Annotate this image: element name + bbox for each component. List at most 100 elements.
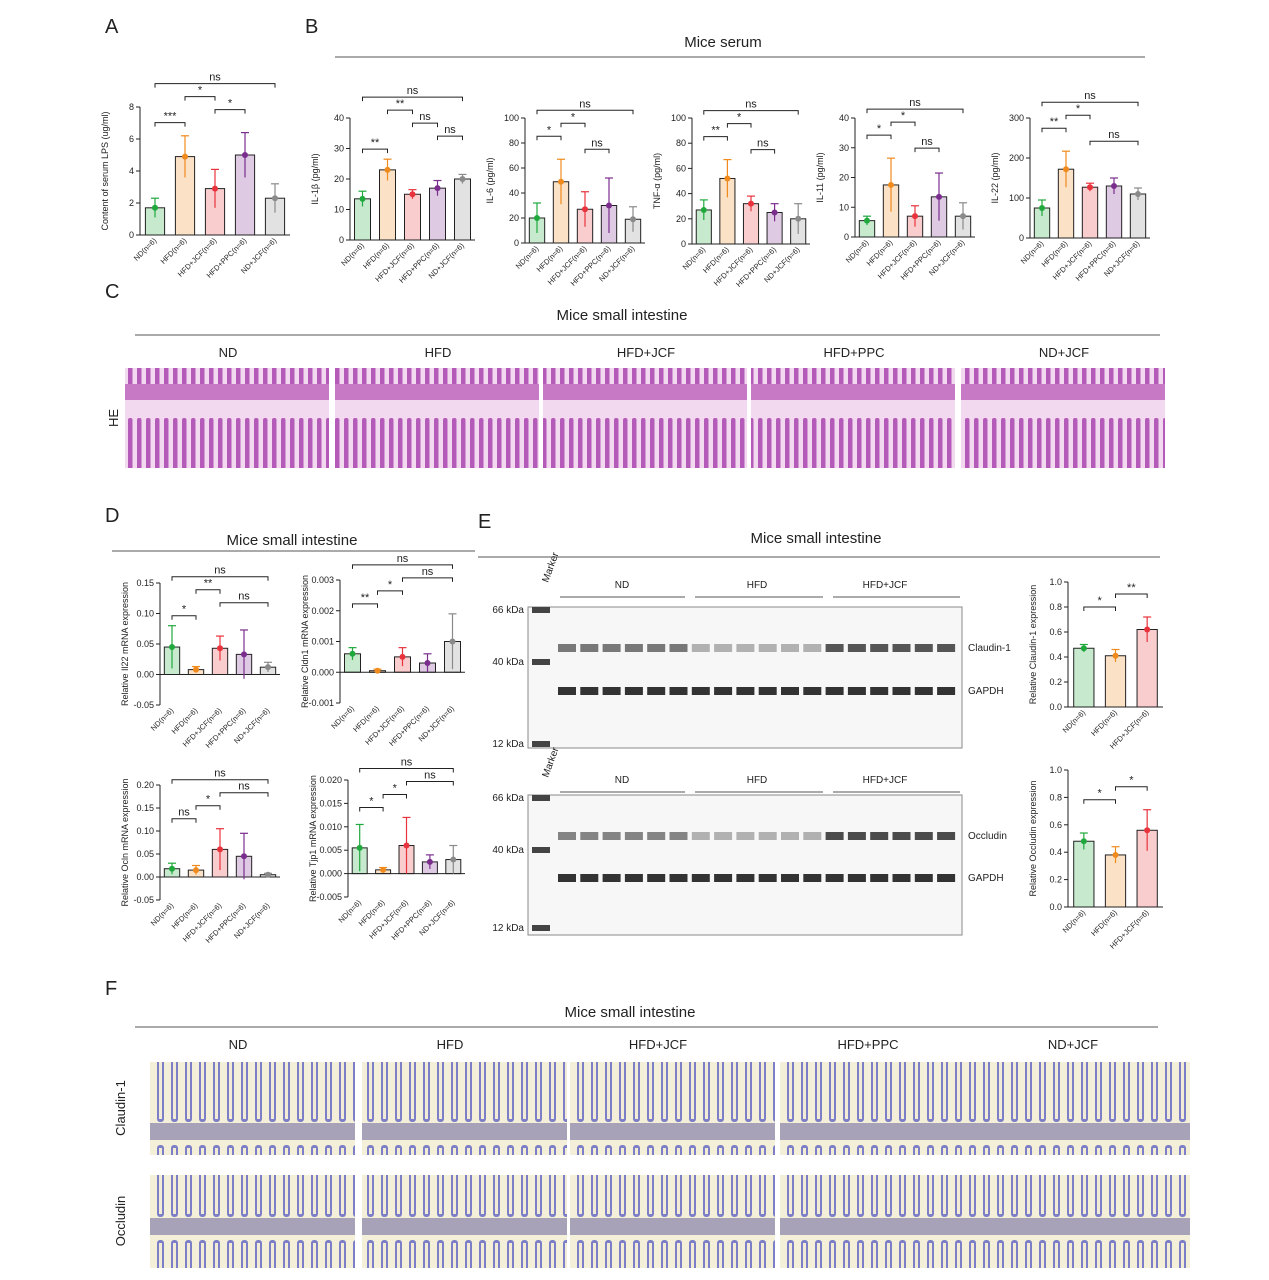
y-tick-label: 0 [514,238,519,248]
kda-label: 40 kDa [492,657,524,668]
significance-bracket [750,149,776,154]
mean-dot [434,185,441,192]
y-tick-label: 100 [671,113,686,123]
y-tick-label: 0.000 [319,869,342,879]
group-label: ND+JCF [1039,345,1089,360]
y-tick-label: 60 [509,163,519,173]
histology-image [543,368,747,468]
ihc-image [780,1062,985,1155]
marker-band [532,847,550,853]
y-tick-label: 200 [1009,153,1024,163]
histology-image [751,368,955,468]
y-tick-label: 0.002 [311,606,334,616]
y-tick-label: -0.05 [133,700,154,710]
group-label: ND [219,345,238,360]
section-title: Mice small intestine [557,307,688,324]
significance-bracket [584,148,610,154]
y-axis-label: Relative Cldn1 mRNA expression [300,575,310,708]
y-tick-label: 0 [129,230,134,240]
y-tick-label: 40 [839,113,849,123]
ihc-image [570,1062,775,1155]
group-label: HFD+JCF [629,1037,687,1052]
mean-dot [265,871,271,878]
mean-dot [1112,851,1119,858]
protein-band [914,832,933,840]
y-tick-label: 0.001 [311,637,334,647]
x-tick-label: HFD(n=6) [159,236,189,266]
significance-label: * [1129,775,1134,787]
mean-dot [265,664,271,671]
section-title: Mice small intestine [227,532,358,549]
mean-dot [217,846,223,853]
mean-dot [241,853,247,860]
y-tick-label: 0.020 [319,775,342,785]
ihc-image [985,1175,1190,1268]
significance-label: ns [1108,129,1120,141]
protein-band [602,874,621,882]
significance-bracket [377,590,403,595]
mean-dot [912,213,918,220]
y-tick-label: 10 [839,202,849,212]
panel-letter: C [105,281,119,303]
y-axis-label: IL-6 (pg/ml) [485,157,495,203]
significance-bracket [914,147,940,153]
y-tick-label: 40 [509,188,519,198]
y-axis-label: Relative Tjp1 mRNA expression [308,775,318,902]
protein-band [691,687,710,695]
significance-bracket [184,96,216,101]
kda-label: 66 kDa [492,605,524,616]
mean-dot [424,660,431,667]
row-label: Occludin [113,1196,128,1247]
row-label: Claudin-1 [113,1080,128,1136]
mean-dot [1080,838,1087,845]
significance-bracket [154,83,276,88]
protein-band [803,687,822,695]
y-tick-label: 1.0 [1049,765,1062,775]
y-tick-label: 0.4 [1049,652,1062,662]
mean-dot [241,651,247,658]
mean-dot [724,175,731,182]
mean-dot [380,866,387,873]
significance-bracket [219,602,269,607]
protein-band [758,644,777,652]
protein-band [758,874,777,882]
significance-bracket [195,589,221,594]
marker-band [532,741,550,747]
protein-band [691,874,710,882]
y-tick-label: -0.05 [133,895,154,905]
significance-label: * [1076,103,1081,115]
histology-image [335,368,539,468]
band-label: Occludin [968,831,1007,842]
protein-band [825,687,844,695]
protein-band [736,687,755,695]
y-tick-label: 80 [509,138,519,148]
y-tick-label: 0.6 [1049,820,1062,830]
group-label: HFD+JCF [617,345,675,360]
y-tick-label: 1.0 [1049,577,1062,587]
significance-label: * [206,794,211,806]
y-tick-label: 0.05 [136,639,154,649]
protein-band [781,832,799,840]
blot-frame [527,794,963,936]
y-axis-label: IL-22 (pg/ml) [990,152,1000,203]
ihc-image [150,1175,355,1268]
group-label: ND [229,1037,248,1052]
mean-dot [374,667,381,674]
y-tick-label: 100 [1009,193,1024,203]
mean-dot [1111,183,1117,189]
significance-bracket [402,577,453,582]
group-label: HFD+PPC [823,345,884,360]
protein-band [781,644,799,652]
significance-label: *** [164,111,178,123]
significance-label: ns [422,566,434,578]
protein-band [669,832,688,840]
protein-band [580,832,599,840]
ihc-image [150,1062,355,1155]
significance-label: ** [711,125,720,137]
significance-label: ** [371,137,380,149]
significance-bracket [1041,127,1067,133]
kda-label: 12 kDa [492,923,524,934]
significance-label: ** [1050,116,1059,128]
y-tick-label: 20 [676,214,686,224]
